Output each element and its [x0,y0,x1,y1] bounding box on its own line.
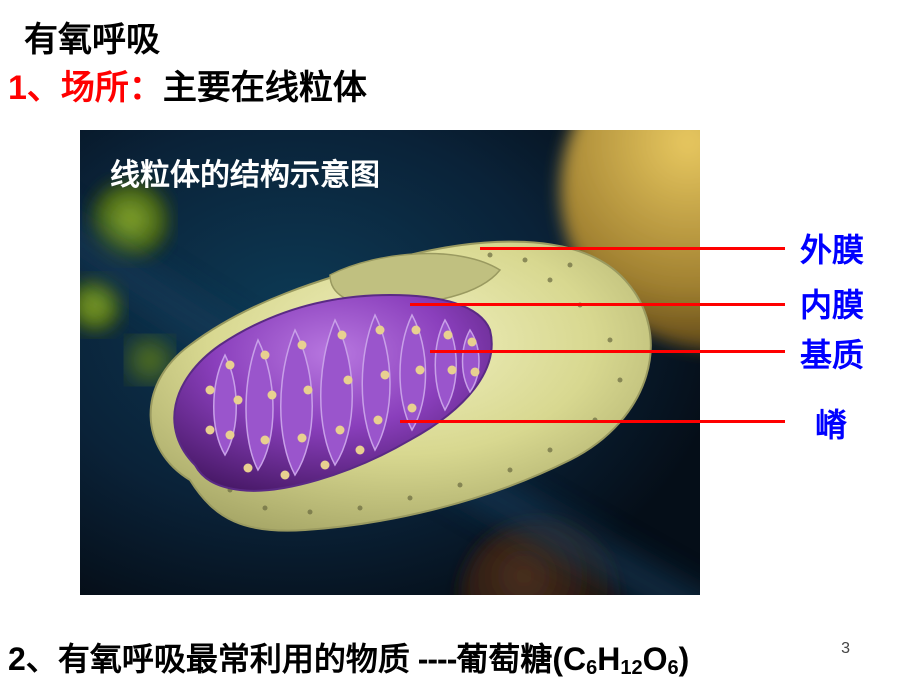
point-2-dash: ---- [410,641,457,677]
glucose-formula: (C6H12O6) [552,641,689,677]
callout-line-1 [410,303,785,306]
point-1-value: 主要在线粒体 [163,69,367,107]
callout-label-0: 外膜 [800,225,864,271]
diagram-caption: 线粒体的结构示意图 [110,150,380,194]
callout-line-0 [480,247,785,250]
point-1-number: 1、 [8,69,61,107]
callout-line-2 [430,350,785,353]
slide-title: 有氧呼吸 [24,12,160,61]
callout-line-3 [400,420,785,423]
point-2-number: 2、 [8,641,58,677]
callout-label-1: 内膜 [800,280,864,326]
point-2-text: 有氧呼吸最常利用的物质 [58,641,410,677]
glucose-label: 葡萄糖 [456,641,552,677]
point-2: 2、有氧呼吸最常利用的物质 ----葡萄糖(C6H12O6) [8,634,689,680]
point-1-label: 场所： [61,69,163,107]
slide: 有氧呼吸 1、场所：主要在线粒体 [0,0,920,690]
point-1: 1、场所：主要在线粒体 [8,60,367,109]
callout-label-2: 基质 [800,330,864,376]
callout-label-3: 嵴 [815,400,847,446]
page-number: 3 [841,640,850,658]
mitochondrion-diagram [80,130,700,595]
